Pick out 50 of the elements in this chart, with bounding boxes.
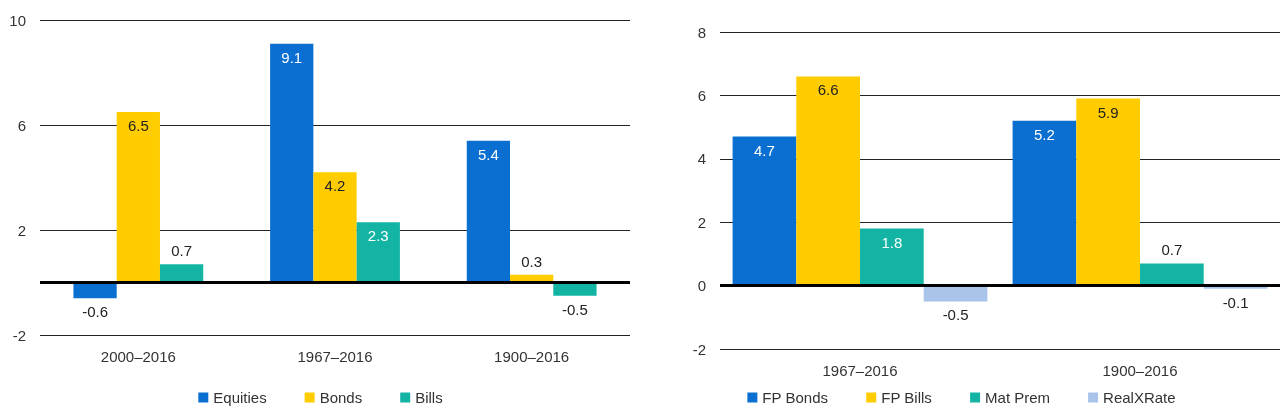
legend-label: Bills bbox=[415, 389, 443, 406]
y-tick-label: 6 bbox=[697, 86, 706, 104]
x-tick-label: 1967–2016 bbox=[822, 362, 898, 379]
bar bbox=[356, 222, 400, 283]
bar bbox=[466, 140, 511, 283]
bar bbox=[270, 43, 314, 283]
bar bbox=[1076, 98, 1140, 286]
x-tick-label: 2000–2016 bbox=[100, 348, 176, 365]
data-label: 0.7 bbox=[171, 242, 193, 260]
data-label: 4.7 bbox=[754, 141, 775, 159]
y-tick-label: 6 bbox=[17, 116, 26, 134]
data-label: 6.5 bbox=[127, 116, 149, 134]
y-tick-label: 4 bbox=[697, 150, 706, 168]
data-label: -0.1 bbox=[1222, 293, 1249, 311]
x-tick-label: 1900–2016 bbox=[494, 348, 570, 365]
bar bbox=[732, 136, 797, 286]
y-tick-label: 8 bbox=[697, 23, 706, 41]
data-label: 0.3 bbox=[521, 252, 543, 270]
y-tick-label: -2 bbox=[12, 326, 26, 344]
data-label: 5.9 bbox=[1097, 103, 1119, 121]
bar bbox=[116, 111, 160, 283]
y-tick-label: 0 bbox=[697, 277, 706, 295]
legend-label: FP Bonds bbox=[762, 389, 828, 406]
legend-label: Bonds bbox=[319, 389, 363, 406]
data-label: 4.2 bbox=[324, 177, 346, 195]
x-tick-label: 1967–2016 bbox=[297, 348, 373, 365]
y-tick-label: -2 bbox=[692, 340, 706, 358]
data-label: 0.7 bbox=[1161, 241, 1183, 259]
bar bbox=[1140, 263, 1204, 286]
data-label: -0.6 bbox=[82, 303, 108, 321]
bar bbox=[1012, 120, 1077, 286]
x-tick-label: 1900–2016 bbox=[1102, 362, 1178, 379]
legend-label: Mat Prem bbox=[985, 389, 1051, 406]
legend-label: RealXRate bbox=[1103, 389, 1176, 406]
data-label: -0.5 bbox=[562, 300, 588, 318]
bar bbox=[860, 228, 924, 286]
data-label: -0.5 bbox=[942, 306, 969, 324]
data-label: 2.3 bbox=[367, 227, 389, 245]
data-label: 5.2 bbox=[1034, 125, 1055, 143]
data-label: 1.8 bbox=[881, 233, 903, 251]
data-label: 5.4 bbox=[477, 145, 499, 163]
legend-label: FP Bills bbox=[881, 389, 932, 406]
data-label: 6.6 bbox=[817, 81, 839, 99]
legend-label: Equities bbox=[213, 389, 267, 406]
y-tick-label: 10 bbox=[9, 11, 26, 29]
bar bbox=[796, 76, 860, 286]
y-tick-label: 2 bbox=[17, 221, 26, 239]
data-label: 9.1 bbox=[281, 48, 303, 66]
y-tick-label: 2 bbox=[697, 213, 706, 231]
bar bbox=[313, 172, 357, 283]
